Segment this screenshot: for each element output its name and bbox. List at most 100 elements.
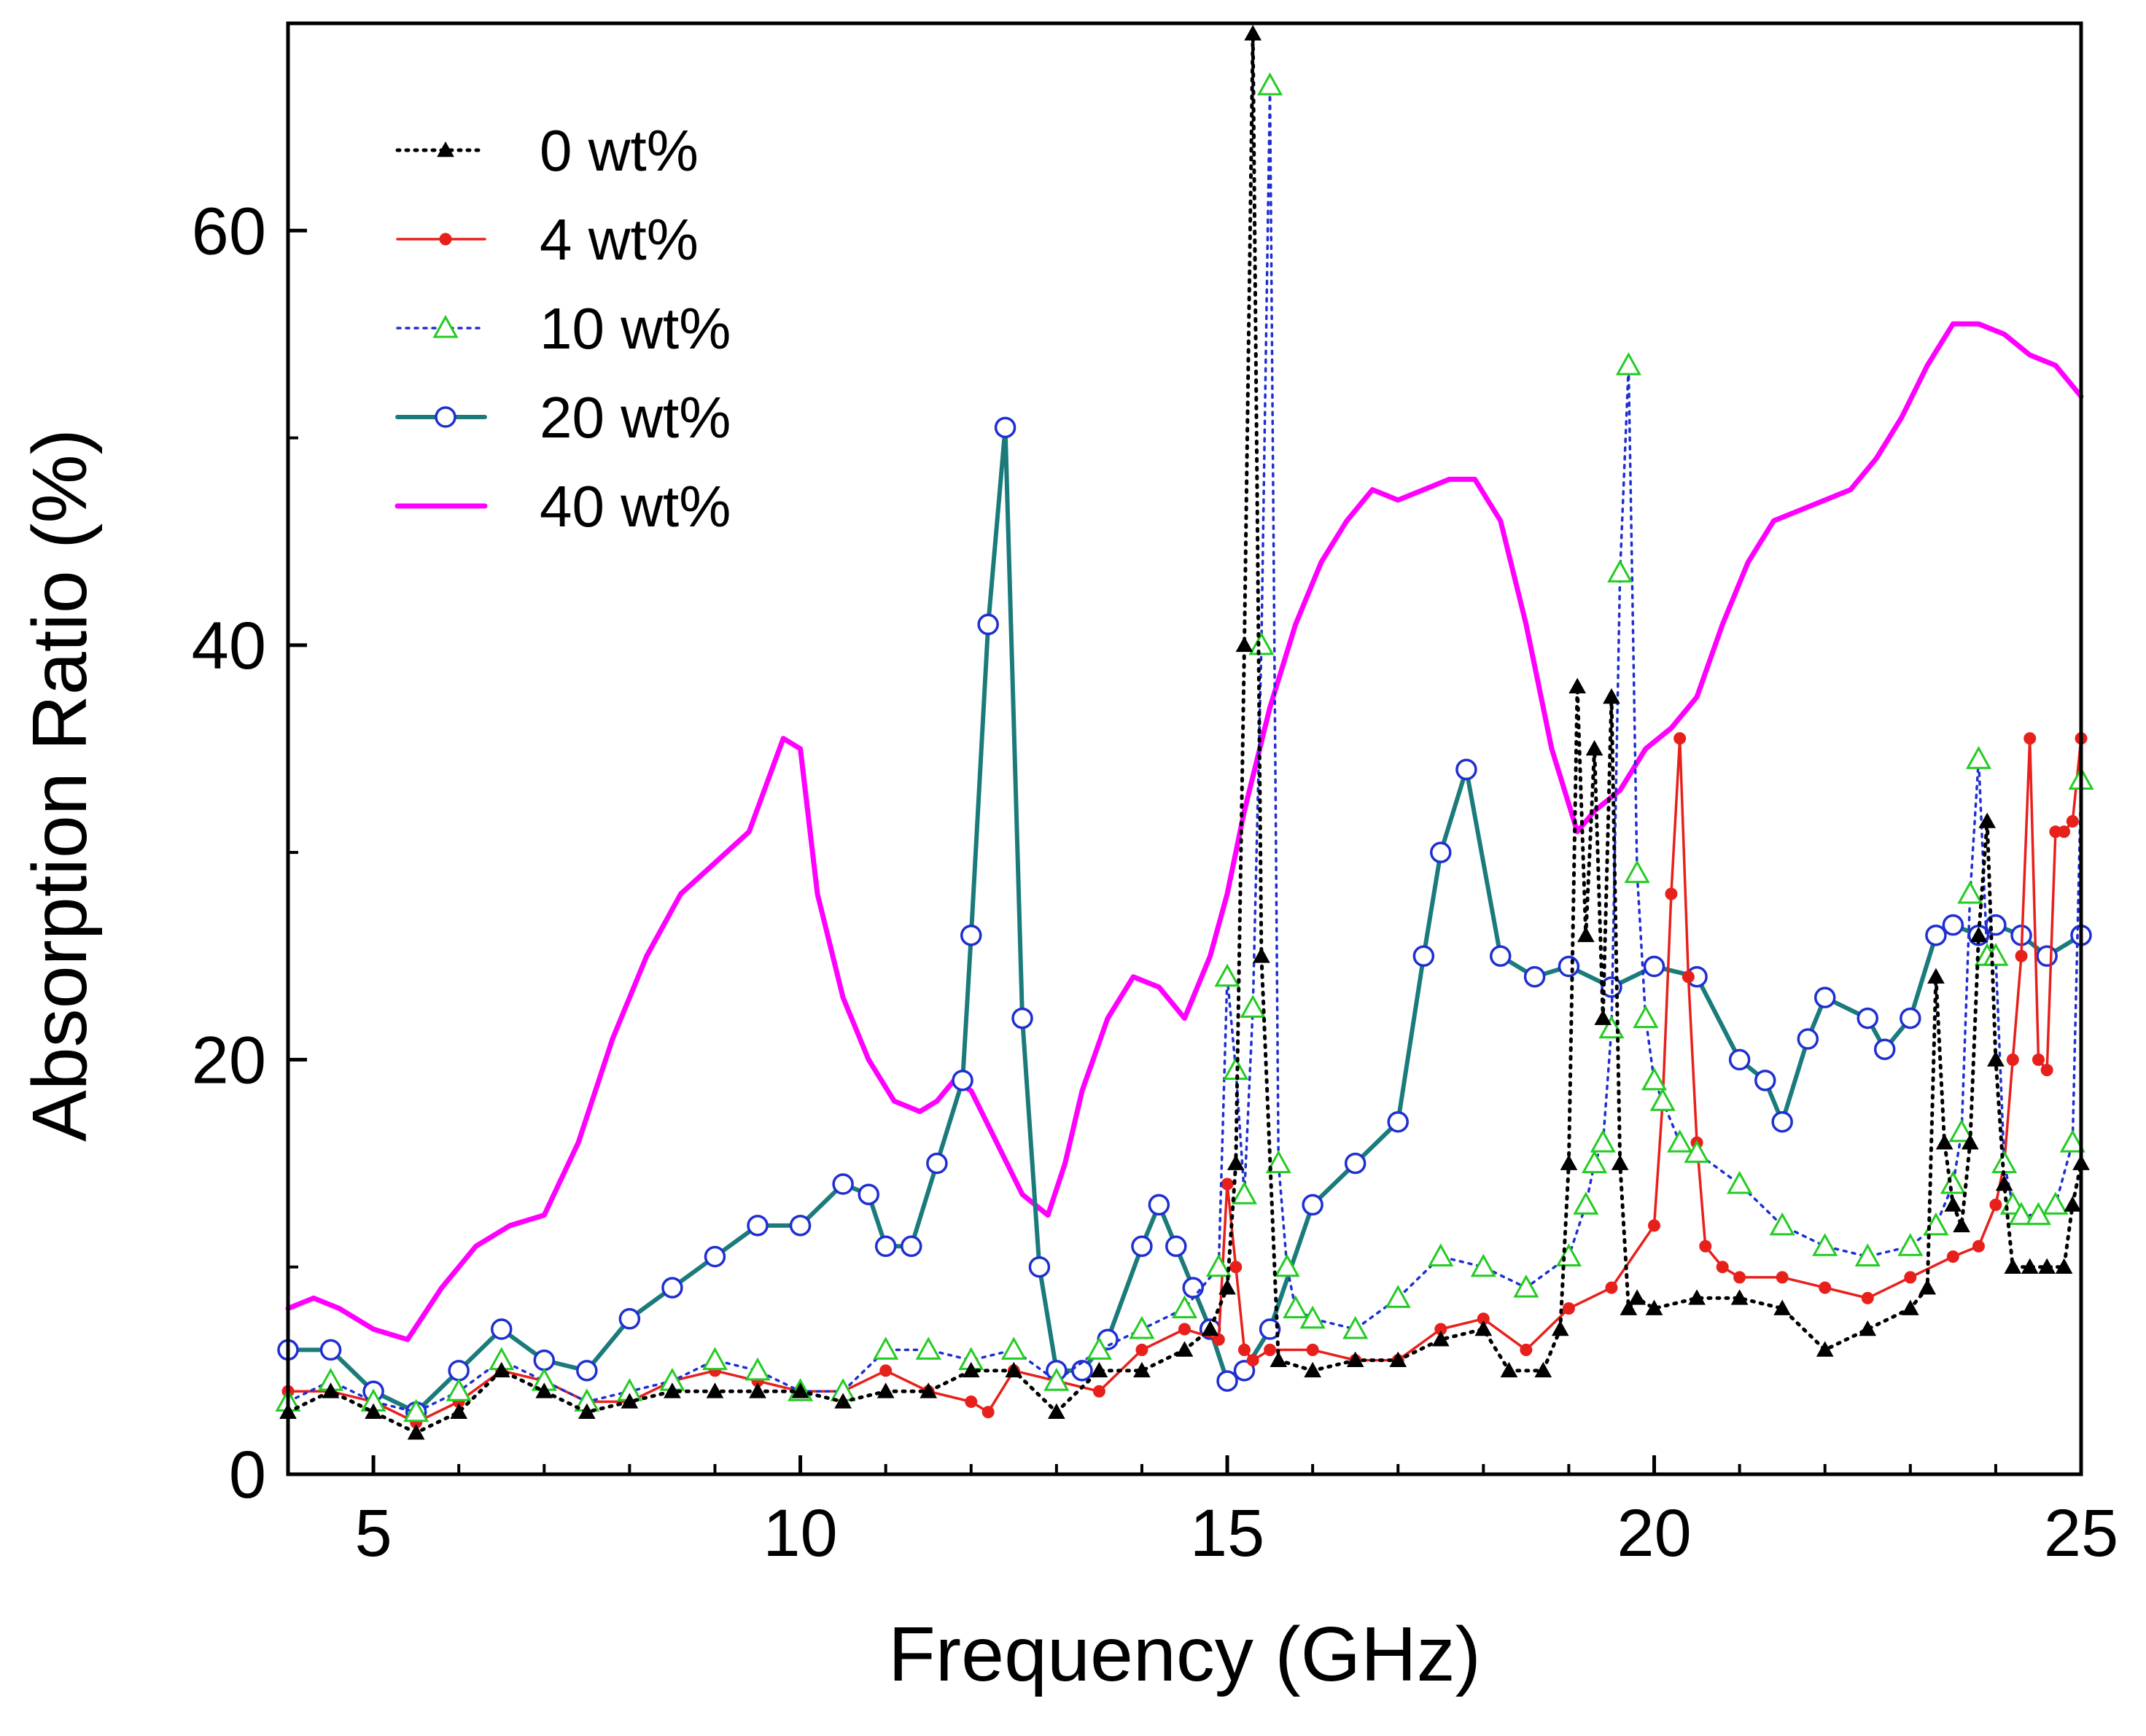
data-point-20-wt xyxy=(1558,955,1580,978)
data-point-0-wt xyxy=(1253,947,1270,963)
data-point-10-wt xyxy=(403,1398,429,1422)
data-point-0-wt xyxy=(1773,1299,1792,1315)
data-point-10-wt xyxy=(1555,1243,1582,1266)
data-point-0-wt xyxy=(1048,1403,1065,1420)
data-point-0-wt xyxy=(1628,1289,1646,1305)
data-point-10-wt xyxy=(1274,1253,1300,1277)
series-4-wt xyxy=(281,732,2088,1429)
data-point-20-wt xyxy=(901,1235,922,1258)
data-point-0-wt xyxy=(1953,1216,1970,1233)
data-point-0-wt xyxy=(1474,1320,1493,1336)
legend-marker-4-wt xyxy=(439,233,452,246)
data-point-4-wt xyxy=(1665,887,1678,900)
data-point-0-wt xyxy=(1005,1361,1023,1378)
data-point-20-wt xyxy=(1728,1048,1751,1071)
data-point-10-wt xyxy=(1812,1233,1838,1256)
data-point-10-wt xyxy=(1615,351,1641,375)
data-point-10-wt xyxy=(1649,1088,1676,1111)
data-point-0-wt xyxy=(2064,1196,2082,1212)
data-point-4-wt xyxy=(1776,1271,1789,1284)
data-point-10-wt xyxy=(701,1347,728,1371)
data-point-10-wt xyxy=(1171,1295,1198,1319)
data-point-4-wt xyxy=(1264,1343,1277,1356)
data-point-0-wt xyxy=(1730,1289,1749,1305)
legend-item-20-wt: 20 wt% xyxy=(395,385,731,450)
data-point-10-wt xyxy=(1607,559,1633,583)
data-point-10-wt xyxy=(1428,1243,1454,1266)
data-point-20-wt xyxy=(1216,1370,1238,1392)
data-point-20-wt xyxy=(1233,1360,1256,1382)
data-point-10-wt xyxy=(1582,1150,1608,1174)
data-point-4-wt xyxy=(1520,1343,1533,1356)
data-point-4-wt xyxy=(1246,1354,1259,1367)
data-point-0-wt xyxy=(1500,1361,1518,1378)
series-line-40-wt xyxy=(285,321,2084,1342)
data-point-20-wt xyxy=(789,1215,812,1237)
y-tick-label: 0 xyxy=(229,1438,266,1512)
legend-label-40-wt: 40 wt% xyxy=(540,474,731,539)
data-point-0-wt xyxy=(2055,1258,2073,1274)
data-point-4-wt xyxy=(1237,1343,1251,1356)
data-point-10-wt xyxy=(745,1357,771,1381)
series-line-20-wt xyxy=(286,425,2083,1414)
data-point-0-wt xyxy=(492,1361,510,1378)
data-point-0-wt xyxy=(407,1424,425,1440)
data-point-4-wt xyxy=(1648,1219,1661,1232)
data-point-0-wt xyxy=(1244,25,1262,41)
data-point-0-wt xyxy=(1270,1351,1288,1367)
data-point-20-wt xyxy=(1412,945,1435,968)
data-point-10-wt xyxy=(1965,746,1992,769)
data-point-20-wt xyxy=(926,1152,948,1175)
data-point-0-wt xyxy=(365,1403,382,1420)
data-point-0-wt xyxy=(450,1403,468,1420)
data-point-20-wt xyxy=(1900,1007,1921,1029)
data-point-20-wt xyxy=(1643,955,1665,978)
data-point-10-wt xyxy=(1897,1233,1924,1256)
data-point-0-wt xyxy=(1568,677,1586,694)
data-point-20-wt xyxy=(1771,1110,1793,1133)
data-point-20-wt xyxy=(1601,976,1622,998)
data-point-0-wt xyxy=(664,1382,681,1398)
data-point-0-wt xyxy=(1970,926,1988,943)
axis-layer: 5 10 15 20 25 0 20 40 60 xyxy=(192,194,2119,1570)
x-axis-title: Frequency (GHz) xyxy=(888,1611,1481,1697)
data-point-4-wt xyxy=(879,1364,893,1377)
data-point-4-wt xyxy=(2006,1053,2019,1066)
plot-frame xyxy=(286,21,2083,1476)
legend: 0 wt% 4 wt% 10 wt% 20 wt% 40 wt% xyxy=(394,118,731,539)
data-point-0-wt xyxy=(1944,1196,1962,1212)
data-point-4-wt xyxy=(965,1396,978,1408)
data-point-20-wt xyxy=(858,1183,879,1205)
data-point-10-wt xyxy=(1205,1253,1232,1277)
data-point-20-wt xyxy=(1942,914,1964,936)
data-point-0-wt xyxy=(535,1382,553,1398)
legend-item-0-wt: 0 wt% xyxy=(395,118,699,183)
data-point-10-wt xyxy=(1470,1253,1496,1277)
y-axis-title: Absorption Ratio (%) xyxy=(17,429,103,1142)
data-point-0-wt xyxy=(2004,1258,2022,1274)
data-point-0-wt xyxy=(1611,1154,1629,1170)
data-point-0-wt xyxy=(749,1382,766,1398)
series-40-wt xyxy=(285,321,2084,1342)
data-point-20-wt xyxy=(2036,945,2058,968)
data-point-10-wt xyxy=(2042,1191,2069,1215)
x-tick-label: 5 xyxy=(355,1496,392,1570)
series-line-10-wt xyxy=(287,84,2083,1414)
data-point-0-wt xyxy=(1551,1320,1569,1336)
data-point-0-wt xyxy=(621,1393,639,1409)
data-point-10-wt xyxy=(1086,1336,1112,1360)
data-point-0-wt xyxy=(1585,739,1603,756)
data-point-20-wt xyxy=(1490,945,1512,968)
data-point-20-wt xyxy=(448,1360,470,1382)
data-point-10-wt xyxy=(1948,1118,1975,1143)
data-point-10-wt xyxy=(1624,860,1650,884)
legend-marker-20-wt xyxy=(435,406,456,428)
data-point-20-wt xyxy=(490,1318,513,1340)
data-point-20-wt xyxy=(1011,1007,1033,1029)
data-point-4-wt xyxy=(1946,1250,1959,1263)
data-point-20-wt xyxy=(576,1360,598,1382)
data-point-4-wt xyxy=(1861,1291,1874,1304)
data-point-10-wt xyxy=(446,1378,472,1401)
